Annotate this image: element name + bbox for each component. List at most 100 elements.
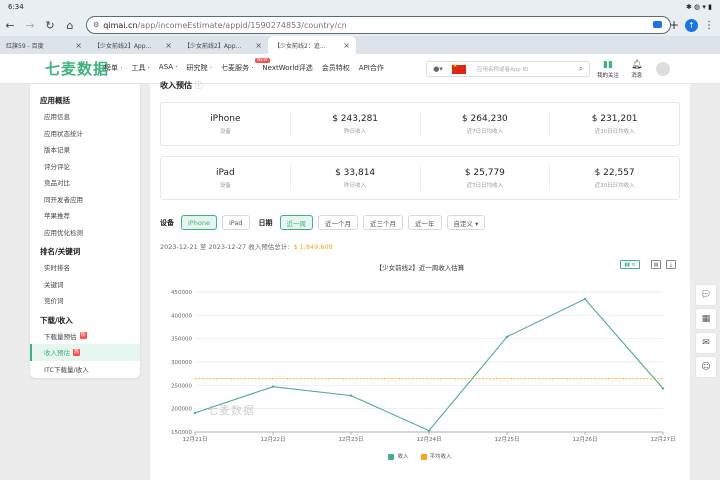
range-quarter-button[interactable]: 近三个月 [363,215,403,230]
y-tick-label: 150000 [171,430,192,436]
nav-item-tools[interactable]: 工具 · [131,64,150,72]
home-icon[interactable]: ⌂ [66,18,74,32]
close-icon[interactable]: × [255,40,262,50]
filter-row: 设备 iPhone iPad 日期 近一周 近一个月 近三个月 近一年 自定义 … [160,215,486,230]
my-follow-button[interactable]: ▮▮ 我的关注 [597,60,619,79]
support-icon[interactable]: ☺ [695,356,717,378]
my-follow-label: 我的关注 [597,73,620,79]
hot-badge: 热 [73,348,80,356]
qrcode-icon[interactable]: ▦ [695,308,717,330]
url-path: /app/incomeEstimate/appid/1590274853/cou… [137,20,347,30]
sidebar-item-app-status[interactable]: 应用状态统计 [44,129,83,138]
china-flag-icon[interactable] [452,63,466,74]
income-summary: 2023-12-21 至 2023-12-27 收入预估总计: $ 1,849,6… [160,241,333,251]
income-label: 近30日日均收入 [594,128,635,135]
income-point [427,429,431,432]
legend-item[interactable]: 收入 [388,452,409,460]
chart-type-toggle-icon[interactable]: ▮▮ ≡ [620,260,640,269]
sidebar-item-reviews[interactable]: 评分评论 [44,162,70,171]
site-header: 七麦数据 榜单 · 工具 · ASA · 研究院 · 七麦服务 · NextWo… [0,54,720,84]
site-info-icon[interactable]: ⚙ [93,21,100,29]
y-tick-label: 350000 [171,337,192,343]
sidebar-item-aso-check[interactable]: 应用优化检测 [44,228,83,237]
update-icon[interactable]: ↑ [685,18,698,32]
chat-icon[interactable]: 💬︎ [695,284,717,306]
browser-tab[interactable]: 【少女前线2】App... × [88,36,178,54]
avatar[interactable] [656,62,670,76]
sidebar-item-itc[interactable]: ITC下载量/收入 [44,365,89,374]
back-icon[interactable]: ← [5,18,15,32]
site-logo[interactable]: 七麦数据 [45,60,110,78]
close-icon[interactable]: × [75,40,82,50]
device-name: iPad [215,167,235,178]
legend-label: 收入 [397,454,409,460]
sidebar-item-income-estimate[interactable]: 收入预估热 [30,344,140,361]
nav-item-nextworld[interactable]: NextWorld评选 [262,64,313,72]
browser-tab-active[interactable]: 【少女前线2：追... × [268,36,356,54]
legend-item[interactable]: 平均收入 [420,452,452,460]
custom-range-dropdown[interactable]: 自定义 ▾ [446,215,486,230]
url-host: qimai.cn [103,20,138,30]
income-value: $ 33,814 [335,167,376,178]
range-year-button[interactable]: 近一年 [408,215,442,230]
chart-toolbox: ▮▮ ≡ ▨ ⤓ [620,260,676,269]
save-image-icon[interactable]: ▨ [651,260,661,269]
x-tick-label: 12月25日 [495,436,520,443]
search-icon[interactable]: ⌕ [578,64,584,73]
x-tick-label: 12月27日 [651,436,676,443]
sidebar-item-download-estimate[interactable]: 下载量预估热 [30,328,140,345]
reload-icon[interactable]: ↻ [45,18,55,32]
download-icon[interactable]: ⤓ [666,260,676,269]
search-input[interactable]: 应用名称或者App ID [477,67,529,73]
y-tick-label: 250000 [171,383,192,389]
new-tab-icon[interactable]: + [668,18,679,32]
browser-tab[interactable]: 红旗59 - 百度 × [0,36,88,54]
browser-tab[interactable]: 【少女前线2】App... × [178,36,268,54]
summary-text: 2023-12-21 至 2023-12-27 收入预估总计: [160,243,290,251]
y-tick-label: 300000 [171,360,192,366]
mail-icon[interactable]: ✉ [695,332,717,354]
range-week-button[interactable]: 近一周 [279,215,313,230]
nav-item-research[interactable]: 研究院 · [186,64,212,72]
iphone-income-card: iPhone 设备 $ 243,281 昨日收入 $ 264,230 近7日日均收入 … [160,102,680,146]
range-month-button[interactable]: 近一个月 [318,215,358,230]
forward-icon[interactable]: → [25,18,35,32]
sidebar-item-keywords[interactable]: 关键词 [44,280,64,289]
tab-switcher-icon[interactable] [653,21,662,28]
device-ipad-button[interactable]: iPad [221,215,250,230]
sidebar-item-featured[interactable]: 苹果推荐 [44,212,70,221]
close-icon[interactable]: × [343,40,350,50]
close-icon[interactable]: × [165,40,172,50]
address-bar[interactable]: ⚙ qimai.cn/app/incomeEstimate/appid/1590… [86,16,671,34]
nav-item-rankings[interactable]: 榜单 · [104,64,123,72]
income-value: $ 264,230 [461,113,508,124]
menu-icon[interactable]: ⋮ [704,19,714,31]
sidebar-item-app-info[interactable]: 应用信息 [44,113,70,122]
summary-amount: $ 1,849,608 [293,243,333,251]
browser-toolbar: ← → ↻ ⌂ ⚙ qimai.cn/app/incomeEstimate/ap… [0,14,720,36]
messages-button[interactable]: 🔔︎ 消息 [631,60,642,79]
sidebar-item-live-rank[interactable]: 实时排名 [44,264,70,273]
messages-label: 消息 [631,73,643,79]
nav-item-membership[interactable]: 会员特权 [321,64,350,72]
nav-item-services[interactable]: 七麦服务 · [220,64,254,72]
y-tick-label: 200000 [171,407,192,413]
sidebar-item-label: 收入预估 [44,349,70,358]
apple-icon[interactable]: ●▾ [433,65,443,73]
device-label: 设备 [219,128,231,135]
income-label: 昨日收入 [344,128,367,135]
nav-item-asa[interactable]: ASA · [158,63,178,71]
sidebar-item-compare[interactable]: 竞品对比 [44,179,70,188]
help-icon[interactable]: ⓘ [194,81,203,90]
sidebar-item-bid-words[interactable]: 竞价词 [44,297,64,306]
y-tick-label: 400000 [171,313,192,319]
hot-badge: 热 [79,332,87,340]
sidebar-item-same-dev[interactable]: 同开发者应用 [44,195,83,204]
device-iphone-button[interactable]: iPhone [181,215,217,230]
x-tick-label: 12月24日 [417,436,442,443]
sidebar-item-versions[interactable]: 版本记录 [44,146,70,155]
nav-item-api[interactable]: API合作 [358,64,384,72]
x-tick-label: 12月23日 [339,436,364,443]
bell-icon: 🔔︎ [631,60,643,70]
income-point [271,385,275,388]
